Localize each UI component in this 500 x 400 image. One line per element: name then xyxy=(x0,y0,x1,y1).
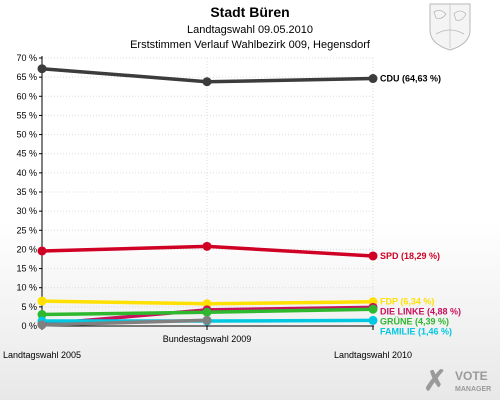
chart-subtitle-district: Erststimmen Verlauf Wahlbezirk 009, Hege… xyxy=(130,39,371,51)
x-tick-label: Landtagswahl 2010 xyxy=(334,350,412,360)
logo-text-vote: VOTE xyxy=(455,369,488,383)
y-tick-label: 55 % xyxy=(16,110,37,120)
series-label-familie: FAMILIE (1,46 %) xyxy=(380,327,452,337)
chart-title: Stadt Büren xyxy=(210,4,289,20)
y-tick-label: 45 % xyxy=(16,149,37,159)
data-point-spd xyxy=(368,251,378,261)
series-line-other xyxy=(40,318,209,327)
vote-manager-logo: ✗ VOTE MANAGER xyxy=(423,365,491,396)
series-label-fdp: FDP (6,34 %) xyxy=(380,297,434,307)
y-tick-label: 65 % xyxy=(16,72,37,82)
data-point-familie xyxy=(368,315,378,325)
logo-mark: ✗ xyxy=(423,365,446,396)
data-point-cdu xyxy=(37,64,47,74)
data-point-spd xyxy=(37,246,47,256)
y-axis-ticks: 0 % 5 % 10 % 15 % 20 % 25 % 30 % 35 % 40 % 45 % 50… xyxy=(16,53,42,331)
logo-text-manager: MANAGER xyxy=(455,386,491,393)
data-point-fdp xyxy=(37,296,47,306)
series-label-gr-ne: GRÜNE (4,39 %) xyxy=(380,317,449,327)
y-tick-label: 50 % xyxy=(16,130,37,140)
data-point-spd xyxy=(202,241,212,251)
chart-subtitle-election: Landtagswahl 09.05.2010 xyxy=(187,24,313,36)
x-tick-label: Landtagswahl 2005 xyxy=(3,350,81,360)
y-tick-label: 60 % xyxy=(16,91,37,101)
y-tick-label: 30 % xyxy=(16,206,37,216)
grid-lines xyxy=(41,57,374,327)
y-tick-label: 20 % xyxy=(16,244,37,254)
series-labels: CDU (64,63 %) SPD (18,29 %) FDP (6,34 %)DI… xyxy=(380,74,461,337)
y-tick-label: 0 % xyxy=(21,321,37,331)
data-point-cdu xyxy=(202,77,212,87)
axes xyxy=(41,56,374,327)
x-tick-label: Bundestagswahl 2009 xyxy=(163,334,252,344)
data-point-other xyxy=(37,320,47,330)
y-tick-label: 25 % xyxy=(16,225,37,235)
data-point-gr-ne xyxy=(368,304,378,314)
series-label-cdu: CDU (64,63 %) xyxy=(380,74,441,84)
y-tick-label: 15 % xyxy=(16,264,37,274)
y-tick-label: 10 % xyxy=(16,283,37,293)
data-point-other xyxy=(202,315,212,325)
y-tick-label: 5 % xyxy=(21,302,37,312)
y-tick-label: 70 % xyxy=(16,53,37,63)
y-tick-label: 40 % xyxy=(16,168,37,178)
series-label-die-linke: DIE LINKE (4,88 %) xyxy=(380,307,461,317)
series-points xyxy=(37,64,378,330)
coat-of-arms-icon xyxy=(429,3,471,51)
data-point-cdu xyxy=(368,74,378,84)
series-label-spd: SPD (18,29 %) xyxy=(380,251,440,261)
x-axis-ticks: Landtagswahl 2005 Bundestagswahl 2009 Land… xyxy=(3,326,412,360)
y-tick-label: 35 % xyxy=(16,187,37,197)
data-point-gr-ne xyxy=(37,310,47,320)
data-point-gr-ne xyxy=(202,307,212,317)
